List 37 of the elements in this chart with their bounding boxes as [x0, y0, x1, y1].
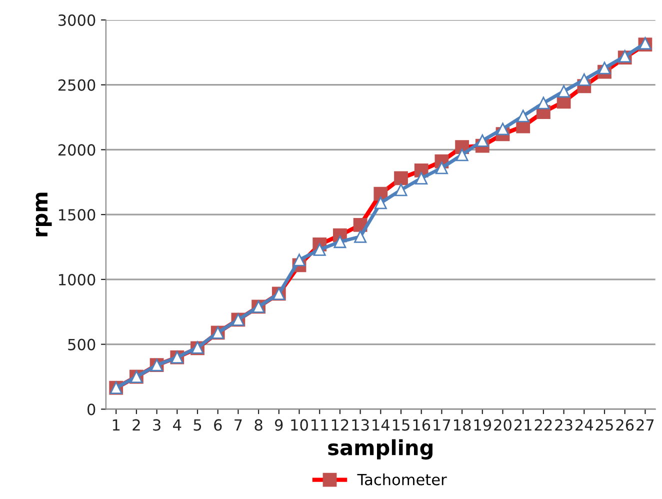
y-axis-title: rpm	[36, 192, 52, 236]
x-tick-label: 21	[514, 419, 532, 431]
x-tick-label: 13	[352, 419, 369, 431]
x-tick-label: 8	[254, 419, 262, 431]
y-tick-label: 1000	[58, 274, 96, 286]
x-tick-label: 22	[534, 419, 552, 431]
x-tick-label: 26	[616, 419, 634, 431]
x-tick-label: 16	[413, 419, 430, 431]
x-tick-label: 12	[332, 419, 348, 431]
x-tick-label: 4	[173, 419, 182, 431]
x-tick-label: 24	[576, 419, 594, 431]
x-tick-label: 18	[454, 419, 471, 431]
x-tick-label: 27	[636, 419, 654, 431]
x-tick-label: 14	[372, 419, 390, 431]
x-tick-label: 1	[112, 419, 120, 431]
y-tick-label: 3000	[58, 14, 96, 26]
x-tick-label: 9	[275, 419, 283, 431]
x-axis-title: sampling	[328, 439, 432, 460]
y-tick-label: 2000	[58, 144, 96, 156]
x-tick-label: 10	[291, 419, 308, 431]
x-tick-label: 19	[474, 419, 492, 431]
x-tick-label: 20	[494, 419, 512, 431]
y-tick-label: 2500	[58, 79, 96, 91]
y-tick-label: 1500	[58, 209, 96, 221]
x-tick-label: 15	[392, 419, 410, 431]
x-tick-label: 23	[555, 419, 572, 431]
x-tick-label: 3	[153, 419, 160, 431]
x-tick-label: 7	[234, 419, 242, 431]
x-tick-label: 6	[214, 419, 222, 431]
x-tick-label: 11	[312, 419, 328, 431]
x-tick-label: 5	[194, 419, 202, 431]
x-tick-label: 25	[596, 419, 613, 431]
legend-label: Tachometer	[357, 474, 447, 486]
y-tick-label: 500	[68, 338, 96, 350]
x-tick-label: 17	[434, 419, 450, 431]
x-tick-label: 2	[132, 419, 140, 431]
y-tick-label: 0	[87, 404, 96, 416]
